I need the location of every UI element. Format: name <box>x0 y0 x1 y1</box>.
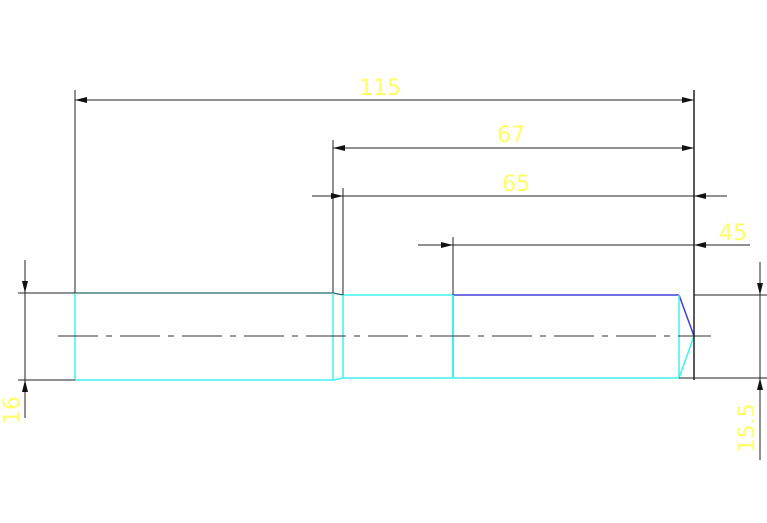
dimension-15-5: 15.5 <box>735 262 763 460</box>
dimension-16: 16 <box>0 260 28 424</box>
dimension-45: 45 <box>418 221 750 248</box>
dimension-text: 16 <box>0 396 25 424</box>
dimension-text: 15.5 <box>735 404 760 453</box>
dimension-text: 45 <box>719 221 747 246</box>
extension-lines <box>18 90 767 381</box>
dimension-text: 67 <box>497 123 525 148</box>
dimension-115: 115 <box>75 76 694 103</box>
dimension-text: 115 <box>359 76 401 101</box>
dimension-67: 67 <box>333 123 694 151</box>
dimension-text: 65 <box>502 172 530 197</box>
dimension-65: 65 <box>312 172 727 199</box>
